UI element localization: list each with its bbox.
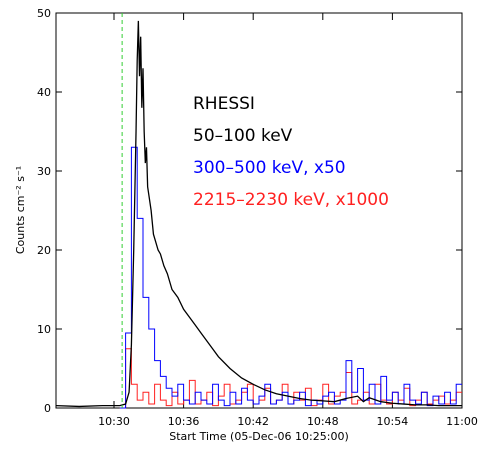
legend-entry: 300–500 keV, x50	[193, 158, 346, 178]
plot-frame	[55, 12, 463, 409]
x-tick-label: 10:30	[98, 415, 130, 428]
x-axis-label: Start Time (05-Dec-06 10:25:00)	[169, 430, 349, 443]
legend-title: RHESSI	[193, 94, 255, 114]
y-tick-label: 40	[37, 86, 51, 99]
series-line	[55, 20, 462, 408]
step-line	[119, 348, 462, 409]
x-tick-label: 10:48	[307, 415, 339, 428]
y-tick-label: 50	[37, 7, 51, 20]
legend-entry: 50–100 keV	[193, 126, 293, 146]
y-tick-label: 30	[37, 165, 51, 178]
y-tick-label: 0	[44, 402, 51, 415]
x-tick-label: 10:54	[377, 415, 409, 428]
x-tick-label: 11:00	[446, 415, 478, 428]
y-tick-label: 20	[37, 244, 51, 257]
step-line	[119, 146, 462, 409]
y-tick-label: 10	[37, 323, 51, 336]
legend-entry: 2215–2230 keV, x1000	[193, 190, 389, 210]
y-axis-label: Counts cm⁻² s⁻¹	[14, 166, 27, 254]
x-tick-label: 10:42	[237, 415, 269, 428]
x-tick-label: 10:36	[168, 415, 200, 428]
